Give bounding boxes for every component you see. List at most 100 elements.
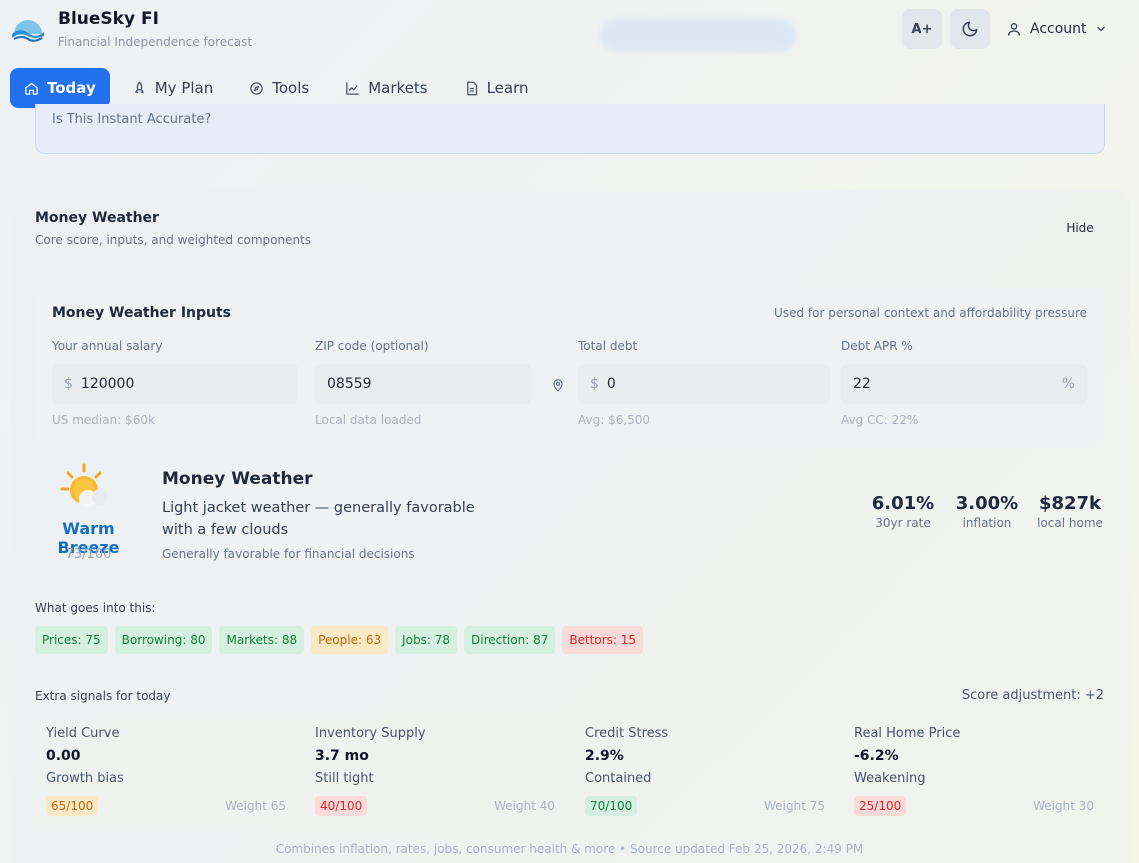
signal-weight: Weight 40 — [494, 799, 555, 813]
user-icon — [1008, 23, 1020, 36]
signal-desc: Still tight — [315, 771, 374, 786]
signal-weight: Weight 75 — [764, 799, 825, 813]
signal-value: -6.2% — [854, 748, 899, 764]
tab-my-plan[interactable]: My Plan — [118, 68, 228, 108]
debt-label: Total debt — [578, 339, 638, 353]
salary-label: Your annual salary — [52, 339, 163, 353]
previous-card-partial: Is This Instant Accurate? — [35, 104, 1105, 154]
home-icon — [25, 82, 38, 95]
signal-inventory-supply: Inventory Supply 3.7 mo Still tight 40/1… — [315, 726, 555, 822]
component-chip-prices: Prices: 75 — [35, 626, 108, 654]
signal-value: 0.00 — [46, 748, 81, 764]
hide-button[interactable]: Hide — [1066, 221, 1094, 235]
debt-input[interactable]: $ 0 — [578, 364, 830, 404]
components-label: What goes into this: — [35, 601, 156, 615]
chevron-down-icon — [1096, 26, 1105, 32]
weather-label: Warm Breeze — [57, 519, 120, 557]
signal-real-home-price: Real Home Price -6.2% Weakening 25/100 W… — [854, 726, 1094, 822]
inputs-note: Used for personal context and affordabil… — [774, 306, 1087, 320]
main-nav: Today My Plan Tools Markets Learn — [10, 68, 543, 108]
tab-label: My Plan — [154, 79, 214, 97]
signal-score-badge: 65/100 — [46, 796, 99, 816]
signal-name: Yield Curve — [46, 726, 120, 741]
tab-tools[interactable]: Tools — [235, 68, 323, 108]
section-title: Money Weather — [35, 210, 159, 226]
tab-label: Learn — [486, 79, 529, 97]
blurred-banner — [600, 18, 796, 52]
app-name: BlueSky FI — [58, 9, 159, 29]
signal-weight: Weight 65 — [225, 799, 286, 813]
location-pin-icon[interactable] — [551, 377, 565, 393]
component-chip-jobs: Jobs: 78 — [395, 626, 457, 654]
signals-card — [35, 716, 1105, 828]
debt-value: 0 — [606, 376, 616, 392]
stat-label: inflation — [962, 516, 1012, 530]
signal-weight: Weight 30 — [1033, 799, 1094, 813]
signal-desc: Weakening — [854, 771, 926, 786]
weather-title: Money Weather — [162, 469, 313, 489]
signal-name: Inventory Supply — [315, 726, 426, 741]
stat-value: 3.00% — [955, 493, 1019, 514]
zip-help: Local data loaded — [315, 413, 422, 427]
signal-name: Credit Stress — [585, 726, 669, 741]
moon-icon — [962, 21, 978, 37]
compass-icon — [250, 81, 263, 95]
currency-prefix: $ — [64, 376, 73, 392]
dark-mode-button[interactable] — [950, 9, 990, 49]
apr-help: Avg CC: 22% — [841, 413, 919, 427]
zip-input[interactable]: 08559 — [315, 364, 531, 404]
stat-inflation: 3.00% inflation — [954, 493, 1020, 530]
font-size-button[interactable]: A+ — [902, 9, 942, 49]
signal-value: 2.9% — [585, 748, 624, 764]
app-header: BlueSky FI Financial Independence foreca… — [0, 0, 1139, 120]
debt-help: Avg: $6,500 — [578, 413, 651, 427]
stat-value: $827k — [1038, 493, 1102, 514]
tab-learn[interactable]: Learn — [450, 68, 543, 108]
inputs-title: Money Weather Inputs — [52, 305, 232, 321]
weather-subtext: Generally favorable for financial decisi… — [162, 547, 415, 561]
document-icon — [466, 81, 477, 95]
stat-label: local home — [1037, 516, 1103, 530]
stat-30yr-rate: 6.01% 30yr rate — [871, 493, 935, 530]
extra-signals-label: Extra signals for today — [35, 689, 171, 703]
salary-value: 120000 — [80, 376, 135, 392]
component-chips: Prices: 75 Borrowing: 80 Markets: 88 Peo… — [35, 626, 644, 654]
currency-prefix: $ — [590, 376, 599, 392]
signal-desc: Growth bias — [46, 771, 124, 786]
component-chip-bettors: Bettors: 15 — [562, 626, 644, 654]
rocket-icon — [134, 81, 144, 93]
component-chip-borrowing: Borrowing: 80 — [114, 626, 213, 654]
tab-markets[interactable]: Markets — [331, 68, 441, 108]
sun-behind-cloud-icon — [60, 463, 113, 513]
score-adjustment: Score adjustment: +2 — [961, 688, 1104, 703]
apr-value: 22 — [853, 376, 871, 392]
signal-score-badge: 25/100 — [854, 796, 907, 816]
apr-label: Debt APR % — [841, 339, 913, 353]
signal-score-badge: 40/100 — [315, 796, 368, 816]
signal-desc: Contained — [585, 771, 652, 786]
bluesky-logo-icon — [12, 20, 44, 42]
chart-line-icon — [346, 81, 359, 95]
component-chip-markets: Markets: 88 — [219, 626, 305, 654]
signal-name: Real Home Price — [854, 726, 961, 741]
app-tagline: Financial Independence forecast — [58, 35, 253, 49]
zip-value: 08559 — [327, 376, 372, 392]
stat-label: 30yr rate — [875, 516, 931, 530]
tab-label: Tools — [272, 79, 310, 97]
section-subtitle: Core score, inputs, and weighted compone… — [35, 233, 312, 247]
account-menu[interactable]: Account — [1006, 18, 1107, 40]
signal-value: 3.7 mo — [315, 748, 369, 764]
tab-label: Today — [47, 79, 96, 97]
weather-score: 73/100 — [65, 547, 112, 562]
tab-label: Markets — [368, 79, 428, 97]
signal-credit-stress: Credit Stress 2.9% Contained 70/100 Weig… — [585, 726, 825, 822]
previous-card-text: Is This Instant Accurate? — [52, 112, 212, 127]
percent-suffix: % — [1061, 376, 1075, 392]
tab-today[interactable]: Today — [10, 68, 110, 108]
component-chip-people: People: 63 — [311, 626, 389, 654]
salary-input[interactable]: $ 120000 — [52, 364, 298, 404]
salary-help: US median: $60k — [52, 413, 155, 427]
stat-value: 6.01% — [871, 493, 935, 514]
apr-input[interactable]: 22 % — [841, 364, 1087, 404]
account-label: Account — [1030, 21, 1087, 37]
